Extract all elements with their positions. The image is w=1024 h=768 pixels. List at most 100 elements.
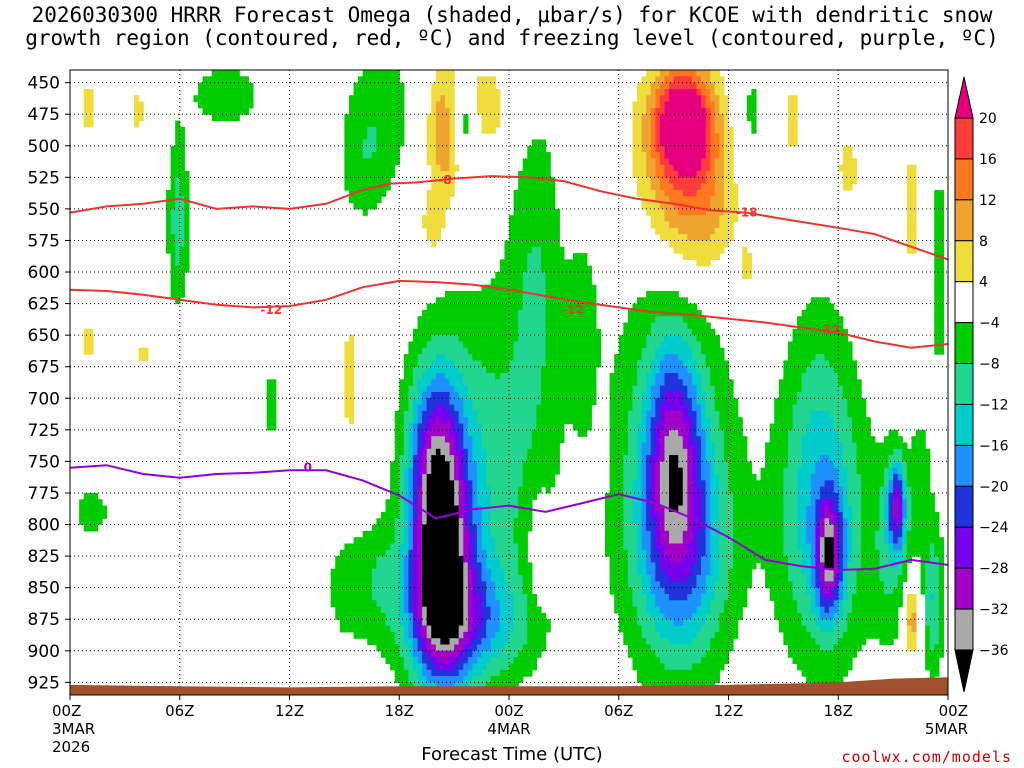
omega-cell: [472, 290, 478, 298]
omega-cell: [513, 537, 519, 545]
omega-cell: [673, 215, 679, 223]
omega-cell: [435, 530, 441, 538]
omega-cell: [476, 448, 483, 456]
omega-cell: [655, 480, 661, 488]
omega-cell: [664, 139, 670, 147]
omega-cell: [509, 234, 515, 242]
omega-cell: [518, 562, 524, 570]
omega-cell: [531, 297, 538, 305]
omega-cell: [486, 335, 492, 343]
omega-cell: [650, 335, 656, 343]
omega-cell: [495, 272, 501, 279]
omega-cell: [646, 391, 652, 399]
omega-cell: [458, 467, 464, 475]
omega-cell: [390, 593, 396, 601]
omega-cell: [682, 442, 688, 450]
omega-cell: [486, 562, 492, 570]
omega-cell: [637, 530, 643, 538]
omega-cell: [458, 568, 464, 576]
omega-cell: [467, 442, 474, 450]
omega-cell: [426, 227, 432, 235]
omega-cell: [499, 549, 506, 557]
omega-cell: [641, 152, 647, 159]
omega-cell: [499, 335, 506, 343]
omega-cell: [678, 189, 684, 197]
omega-cell: [678, 467, 684, 475]
omega-cell: [582, 360, 588, 368]
omega-cell: [678, 638, 684, 646]
omega-cell: [476, 600, 483, 608]
omega-cell: [358, 152, 364, 159]
omega-cell: [545, 240, 551, 248]
omega-cell: [412, 625, 419, 633]
omega-cell: [417, 341, 423, 349]
omega-cell: [586, 278, 592, 286]
omega-cell: [691, 644, 698, 652]
omega-cell: [467, 309, 474, 317]
omega-cell: [687, 82, 693, 90]
omega-cell: [618, 366, 624, 374]
omega-cell: [412, 467, 419, 475]
omega-cell: [531, 265, 538, 273]
omega-cell: [463, 530, 469, 538]
omega-cell: [664, 208, 670, 216]
omega-cell: [669, 486, 675, 494]
omega-cell: [513, 366, 519, 374]
omega-cell: [495, 309, 501, 317]
omega-cell: [687, 253, 693, 260]
omega-cell: [691, 593, 698, 601]
omega-cell: [582, 303, 588, 311]
omega-cell: [454, 650, 460, 658]
omega-cell: [509, 341, 515, 349]
omega-cell: [536, 644, 542, 652]
omega-cell: [495, 568, 501, 576]
omega-cell: [348, 171, 355, 178]
omega-cell: [541, 297, 547, 305]
omega-cell: [609, 410, 615, 418]
omega-cell: [623, 518, 629, 526]
omega-cell: [531, 398, 538, 406]
omega-cell: [403, 631, 409, 639]
omega-cell: [659, 511, 666, 519]
omega-cell: [412, 650, 419, 658]
omega-cell: [371, 619, 377, 627]
omega-cell: [490, 404, 496, 412]
omega-cell: [632, 474, 638, 481]
omega-cell: [522, 543, 528, 551]
omega-cell: [609, 486, 615, 494]
omega-cell: [426, 133, 432, 141]
omega-cell: [412, 606, 419, 614]
omega-cell: [531, 322, 538, 330]
omega-cell: [696, 391, 702, 399]
omega-cell: [678, 70, 684, 77]
omega-cell: [376, 70, 382, 77]
omega-cell: [509, 385, 515, 393]
omega-cell: [426, 644, 432, 652]
omega-cell: [563, 341, 570, 349]
omega-cell: [426, 619, 432, 627]
omega-cell: [408, 562, 414, 570]
omega-cell: [431, 436, 437, 444]
omega-cell: [170, 272, 176, 279]
omega-cell: [330, 581, 336, 589]
omega-cell: [696, 423, 702, 431]
omega-cell: [637, 404, 643, 412]
omega-cell: [454, 581, 460, 589]
omega-cell: [467, 486, 474, 494]
omega-cell: [490, 379, 496, 387]
omega-cell: [399, 442, 405, 450]
omega-cell: [266, 423, 272, 431]
omega-cell: [641, 423, 647, 431]
omega-cell: [367, 76, 373, 84]
omega-cell: [426, 549, 432, 557]
omega-cell: [669, 600, 675, 608]
omega-cell: [614, 600, 620, 608]
omega-cell: [170, 215, 176, 223]
omega-cell: [669, 669, 675, 677]
omega-cell: [426, 474, 432, 481]
omega-cell: [394, 575, 400, 582]
omega-cell: [536, 265, 542, 273]
omega-cell: [678, 511, 684, 519]
omega-cell: [385, 126, 391, 134]
omega-cell: [559, 398, 565, 406]
